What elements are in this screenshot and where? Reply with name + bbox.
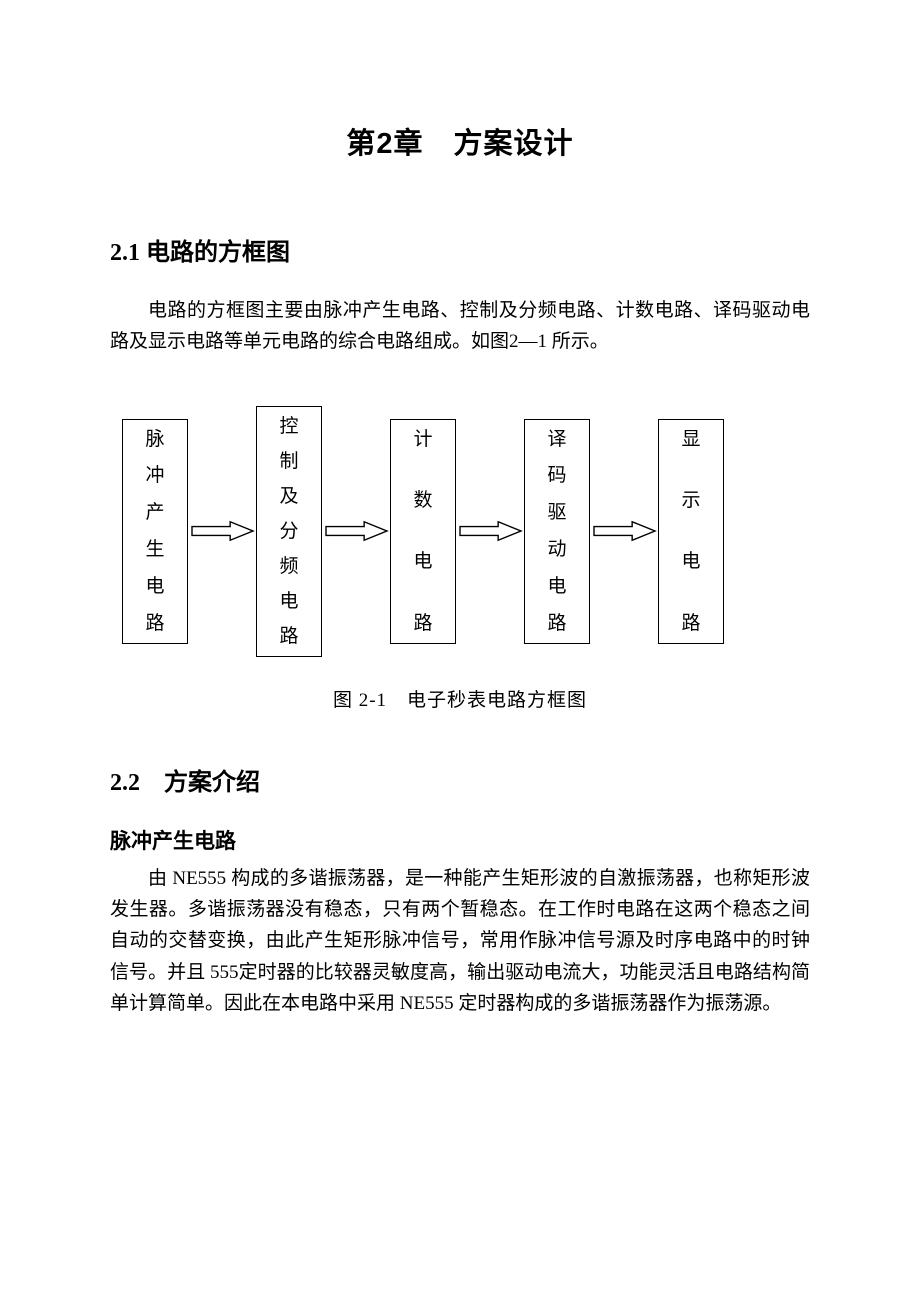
chapter-title: 第2章 方案设计 bbox=[110, 120, 810, 162]
node-char: 电 bbox=[145, 577, 164, 596]
node-char: 生 bbox=[145, 540, 164, 559]
flowchart-node: 脉冲产生电路 bbox=[122, 419, 188, 644]
diagram-caption: 图 2-1 电子秒表电路方框图 bbox=[110, 685, 810, 712]
block-diagram: 脉冲产生电路控制及分频电路计数电路译码驱动电路显示电路 bbox=[110, 406, 810, 657]
node-char: 路 bbox=[547, 614, 566, 633]
arrow-icon bbox=[188, 520, 256, 542]
arrow-icon bbox=[590, 520, 658, 542]
section-2-2-paragraph: 由 NE555 构成的多谐振荡器，是一种能产生矩形波的自激振荡器，也称矩形波发生… bbox=[110, 863, 810, 1020]
node-char: 码 bbox=[547, 466, 566, 485]
node-char: 动 bbox=[547, 540, 566, 559]
node-char: 冲 bbox=[145, 466, 164, 485]
node-char: 示 bbox=[681, 491, 700, 510]
node-char: 路 bbox=[145, 614, 164, 633]
arrow-icon bbox=[456, 520, 524, 542]
node-char: 电 bbox=[413, 552, 432, 571]
node-char: 显 bbox=[681, 430, 700, 449]
section-2-1-heading: 2.1 电路的方框图 bbox=[110, 232, 810, 267]
section-2-2-heading: 2.2 方案介绍 bbox=[110, 762, 810, 797]
node-char: 电 bbox=[547, 577, 566, 596]
node-char: 数 bbox=[413, 491, 432, 510]
node-char: 及 bbox=[279, 487, 298, 506]
section-2-1-paragraph: 电路的方框图主要由脉冲产生电路、控制及分频电路、计数电路、译码驱动电路及显示电路… bbox=[110, 295, 810, 358]
node-char: 控 bbox=[279, 417, 298, 436]
node-char: 路 bbox=[413, 614, 432, 633]
node-char: 计 bbox=[413, 430, 432, 449]
node-char: 制 bbox=[279, 452, 298, 471]
node-char: 路 bbox=[681, 614, 700, 633]
node-char: 电 bbox=[681, 552, 700, 571]
flowchart-node: 计数电路 bbox=[390, 419, 456, 644]
node-char: 分 bbox=[279, 522, 298, 541]
flowchart-node: 译码驱动电路 bbox=[524, 419, 590, 644]
node-char: 产 bbox=[145, 503, 164, 522]
node-char: 脉 bbox=[145, 430, 164, 449]
flowchart-node: 控制及分频电路 bbox=[256, 406, 322, 657]
arrow-icon bbox=[322, 520, 390, 542]
node-char: 路 bbox=[279, 627, 298, 646]
document-page: 第2章 方案设计 2.1 电路的方框图 电路的方框图主要由脉冲产生电路、控制及分… bbox=[0, 0, 920, 1300]
section-2-2-subheading: 脉冲产生电路 bbox=[110, 825, 810, 855]
node-char: 电 bbox=[279, 592, 298, 611]
node-char: 驱 bbox=[547, 503, 566, 522]
flowchart-node: 显示电路 bbox=[658, 419, 724, 644]
node-char: 频 bbox=[279, 557, 298, 576]
node-char: 译 bbox=[547, 430, 566, 449]
